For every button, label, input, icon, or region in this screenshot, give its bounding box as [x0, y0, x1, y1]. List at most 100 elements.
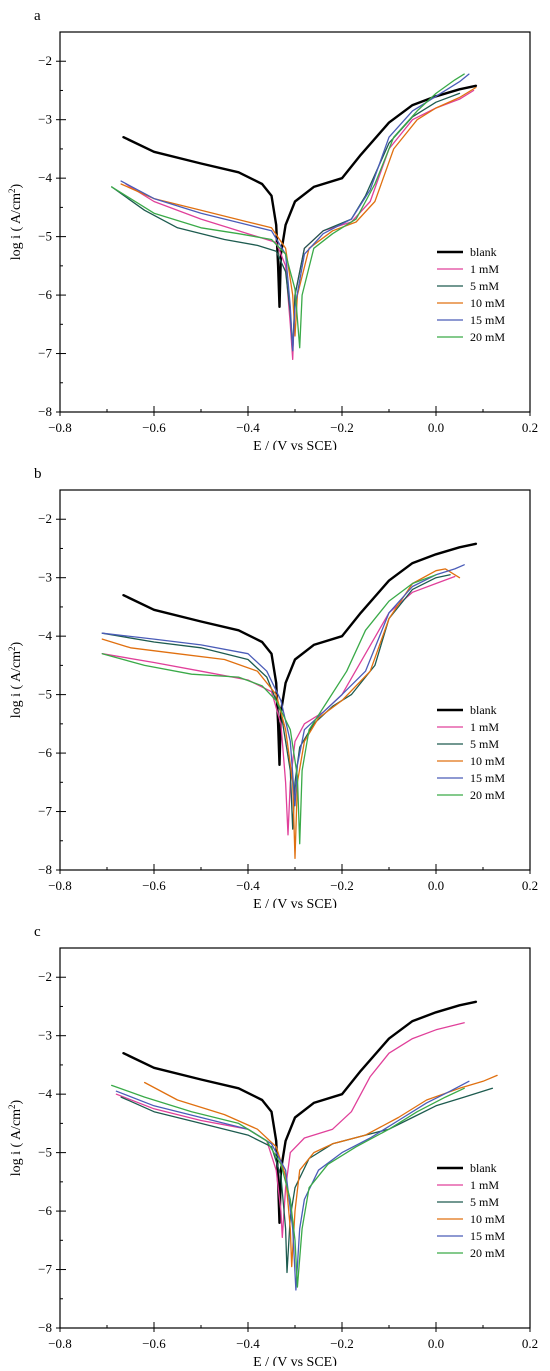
series-line-20-mm: [111, 73, 465, 349]
y-axis-title: log i ( A/cm2): [7, 641, 24, 718]
y-tick-label: −4: [38, 1086, 52, 1101]
x-axis-title: E / (V vs SCE): [253, 439, 337, 450]
y-tick-label: −3: [38, 570, 52, 585]
panel-label: b: [34, 466, 42, 482]
x-tick-label: −0.8: [48, 1336, 72, 1351]
legend-label: 20 mM: [470, 1246, 505, 1260]
legend-label: 15 mM: [470, 771, 505, 785]
chart-panel-b: b −0.8 −0.6 −0.4 −0.2 0.0 0.2 −8 −7 −6 −5 −4 −3 −2 E /…: [0, 458, 550, 912]
series-line-20-mm: [111, 1084, 465, 1288]
x-axis-title: E / (V vs SCE): [253, 1355, 337, 1366]
legend-label: 1 mM: [470, 720, 499, 734]
y-axis-title-main: log i ( A/cm: [9, 651, 24, 718]
legend-label: 10 mM: [470, 1212, 505, 1226]
legend-label: blank: [470, 703, 497, 717]
series-line-15-mm: [120, 73, 470, 352]
y-tick-label: −3: [38, 112, 52, 127]
legend-label: 1 mM: [470, 1178, 499, 1192]
legend-label: 20 mM: [470, 330, 505, 344]
y-tick-label: −6: [38, 1203, 52, 1218]
legend-label: 5 mM: [470, 737, 499, 751]
x-tick-label: −0.2: [330, 1336, 354, 1351]
x-axis-title: E / (V vs SCE): [253, 897, 337, 908]
x-tick-label: −0.6: [142, 1336, 166, 1351]
y-axis-title: log i ( A/cm2): [7, 1099, 24, 1176]
y-tick-label: −6: [38, 287, 52, 302]
x-tick-label: −0.6: [142, 878, 166, 893]
y-tick-label: −5: [38, 687, 52, 702]
x-tick-label: 0.0: [428, 1336, 444, 1351]
y-axis-title-sup: 2: [7, 1104, 17, 1109]
y-axis-title-end: ): [9, 1099, 24, 1104]
y-tick-label: −2: [38, 511, 52, 526]
y-tick-label: −7: [38, 804, 52, 819]
y-tick-label: −5: [38, 229, 52, 244]
x-tick-label: −0.8: [48, 420, 72, 435]
y-tick-label: −3: [38, 1028, 52, 1043]
series-group: [101, 542, 478, 859]
x-tick-label: 0.0: [428, 420, 444, 435]
y-axis-title-end: ): [9, 183, 24, 188]
legend: blank 1 mM 5 mM 10 mM 15 mM 20 mM: [437, 1161, 505, 1260]
x-tick-label: −0.2: [330, 420, 354, 435]
x-tick-label: 0.2: [522, 1336, 538, 1351]
series-line-10-mm: [101, 568, 461, 859]
legend-label: 10 mM: [470, 754, 505, 768]
legend: blank 1 mM 5 mM 10 mM 15 mM 20 mM: [437, 703, 505, 802]
y-tick-label: −7: [38, 346, 52, 361]
y-axis-title-main: log i ( A/cm: [9, 1109, 24, 1176]
y-tick-label: −6: [38, 745, 52, 760]
series-line-blank: [122, 84, 478, 308]
y-tick-label: −8: [38, 1320, 52, 1335]
legend-label: 20 mM: [470, 788, 505, 802]
chart-c-svg: c −0.8 −0.6 −0.4 −0.2 0.0 0.2 −8 −7 −6 −5 −4 −3 −2 E /…: [7, 924, 538, 1370]
series-line-blank: [122, 542, 478, 766]
series-line-1-mm: [125, 89, 475, 361]
legend-label: 5 mM: [470, 279, 499, 293]
y-tick-label: −2: [38, 53, 52, 68]
y-tick-label: −7: [38, 1262, 52, 1277]
x-tick-label: −0.4: [236, 878, 260, 893]
chart-panel-c: c −0.8 −0.6 −0.4 −0.2 0.0 0.2 −8 −7 −6 −5 −4 −3 −2 E /…: [0, 916, 550, 1370]
series-line-blank: [122, 1000, 478, 1224]
x-tick-label: 0.0: [428, 878, 444, 893]
x-tick-label: −0.2: [330, 878, 354, 893]
series-line-10-mm: [120, 86, 477, 337]
y-axis-title-sup: 2: [7, 188, 17, 193]
y-axis-title-sup: 2: [7, 646, 17, 651]
panel-label: a: [34, 8, 41, 24]
chart-a-svg: a −0.8 −0.6 −0.4 −0.2 0.0 0.2 −8 −7 −6 −5 −4 −3 −2 E /…: [7, 8, 538, 454]
series-line-5-mm: [120, 1087, 494, 1274]
legend-label: 15 mM: [470, 1229, 505, 1243]
chart-panel-a: a −0.8 −0.6 −0.4 −0.2 0.0 0.2 −8 −7 −6 −5 −4 −3 −2 E /…: [0, 0, 550, 454]
x-tick-label: −0.4: [236, 1336, 260, 1351]
y-axis-title-end: ): [9, 641, 24, 646]
x-tick-label: 0.2: [522, 878, 538, 893]
legend-label: blank: [470, 1161, 497, 1175]
panel-label: c: [34, 924, 41, 940]
legend-label: 10 mM: [470, 296, 505, 310]
series-line-15-mm: [101, 564, 465, 807]
y-tick-label: −8: [38, 862, 52, 877]
legend-label: 15 mM: [470, 313, 505, 327]
chart-b-svg: b −0.8 −0.6 −0.4 −0.2 0.0 0.2 −8 −7 −6 −5 −4 −3 −2 E /…: [7, 466, 538, 912]
series-group: [111, 73, 478, 361]
legend-label: blank: [470, 245, 497, 259]
series-line-20-mm: [101, 574, 437, 845]
x-tick-label: 0.2: [522, 420, 538, 435]
y-tick-label: −4: [38, 628, 52, 643]
y-tick-label: −5: [38, 1145, 52, 1160]
x-tick-label: −0.4: [236, 420, 260, 435]
y-tick-label: −2: [38, 969, 52, 984]
y-axis-title: log i ( A/cm2): [7, 183, 24, 260]
legend-label: 1 mM: [470, 262, 499, 276]
x-tick-label: −0.8: [48, 878, 72, 893]
y-tick-label: −8: [38, 404, 52, 419]
y-tick-label: −4: [38, 170, 52, 185]
y-axis-title-main: log i ( A/cm: [9, 193, 24, 260]
x-tick-label: −0.6: [142, 420, 166, 435]
series-line-15-mm: [115, 1080, 470, 1291]
series-group: [111, 1000, 498, 1291]
legend: blank 1 mM 5 mM 10 mM 15 mM 20 mM: [437, 245, 505, 344]
series-line-10-mm: [143, 1074, 498, 1268]
